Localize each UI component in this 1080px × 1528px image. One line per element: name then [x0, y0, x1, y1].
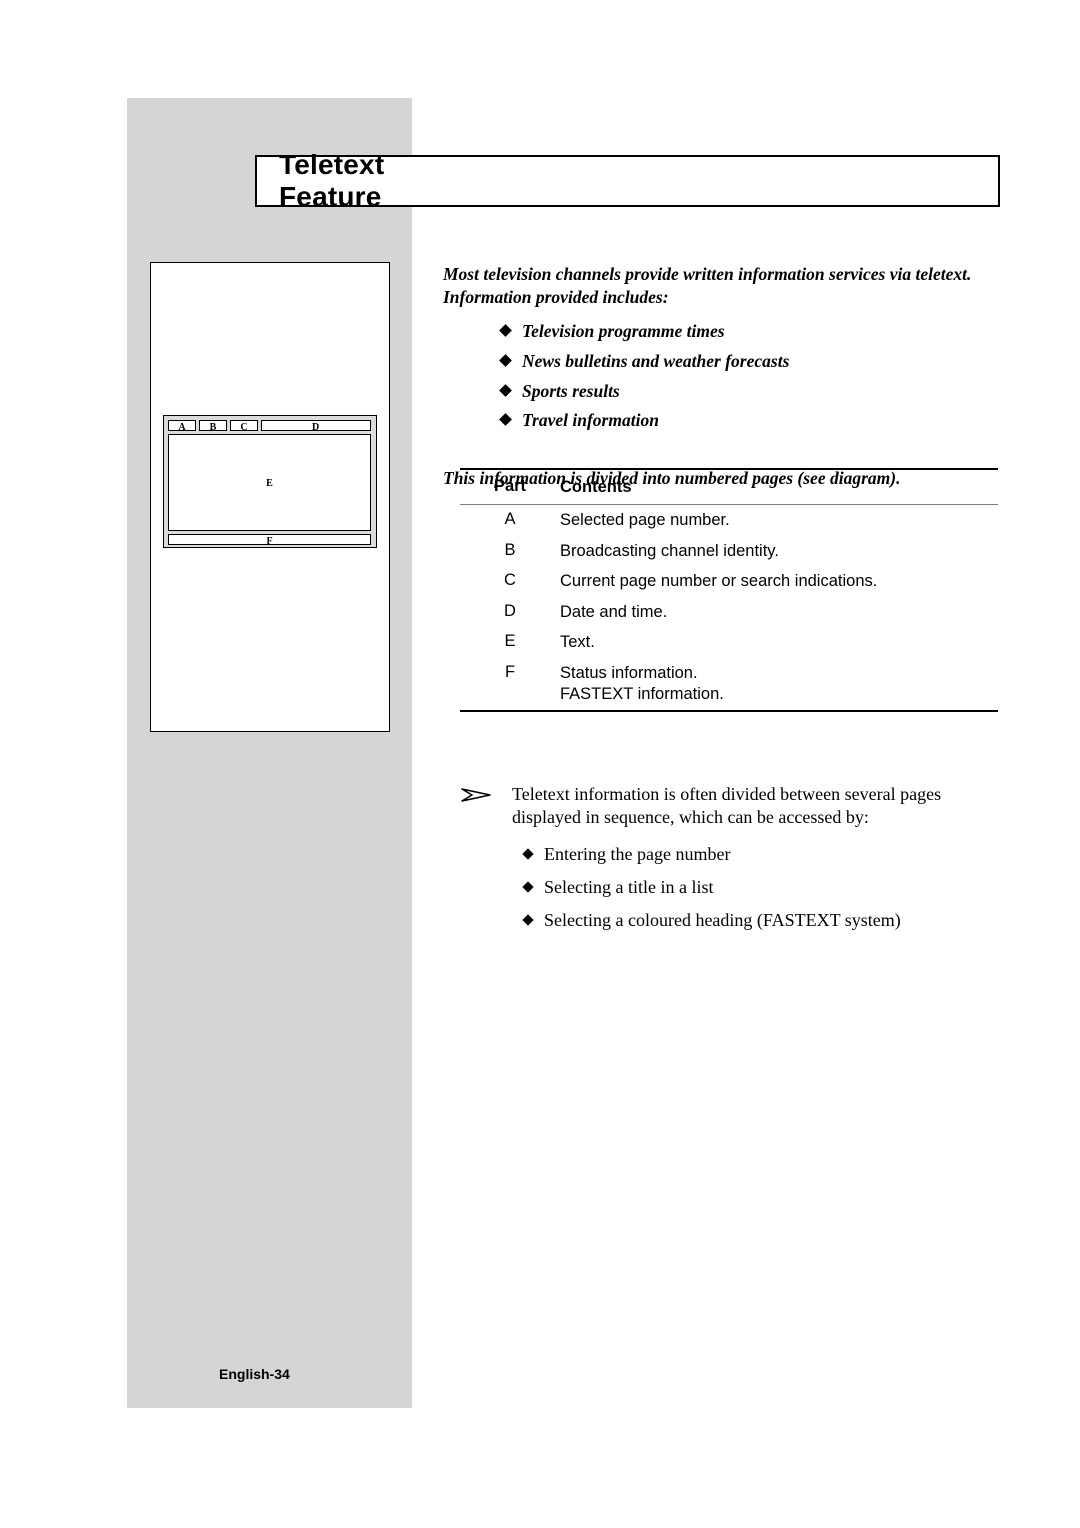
- table-header-contents: Contents: [560, 477, 998, 498]
- note-text: Teletext information is often divided be…: [512, 783, 998, 830]
- note-list: Entering the page number Selecting a tit…: [524, 838, 998, 938]
- page: Teletext Feature A B C D E F Most televi…: [0, 0, 1080, 1528]
- table-cell-part: A: [460, 510, 560, 529]
- table-cell-part: F: [460, 663, 560, 682]
- info-item: Television programme times: [501, 317, 998, 347]
- diagram-region-a: A: [168, 420, 196, 431]
- table-cell-contents: Broadcasting channel identity.: [560, 541, 998, 562]
- info-item-text: News bulletins and weather forecasts: [522, 351, 789, 371]
- bullet-diamond-icon: [522, 881, 533, 892]
- note-item-text: Selecting a title in a list: [544, 877, 713, 897]
- table-row: D Date and time.: [460, 597, 998, 627]
- table-row: E Text.: [460, 627, 998, 657]
- info-item-text: Travel information: [522, 410, 659, 430]
- page-footer: English-34: [219, 1366, 290, 1382]
- note-item-text: Selecting a coloured heading (FASTEXT sy…: [544, 910, 901, 930]
- note-item: Selecting a coloured heading (FASTEXT sy…: [524, 904, 998, 937]
- table-rule: [460, 710, 998, 712]
- table-header-part: Part: [460, 477, 560, 496]
- intro-text: Most television channels provide written…: [443, 263, 998, 309]
- diagram-region-d: D: [261, 420, 371, 431]
- info-item-text: Sports results: [522, 381, 620, 401]
- info-item: Travel information: [501, 406, 998, 436]
- page-title: Teletext Feature: [279, 149, 480, 213]
- info-list: Television programme times News bulletin…: [501, 317, 998, 436]
- bullet-diamond-icon: [522, 915, 533, 926]
- title-box-inner: Teletext Feature: [255, 155, 480, 207]
- table-cell-contents: Date and time.: [560, 602, 998, 623]
- diagram-region-e: E: [168, 434, 371, 531]
- note-block: Teletext information is often divided be…: [460, 783, 998, 938]
- table-header-row: Part Contents: [460, 470, 998, 504]
- table-row: C Current page number or search indicati…: [460, 566, 998, 596]
- bullet-diamond-icon: [499, 354, 512, 367]
- table-cell-contents: Status information. FASTEXT information.: [560, 663, 998, 706]
- note-item: Selecting a title in a list: [524, 871, 998, 904]
- note-arrow-icon: [460, 783, 506, 938]
- diagram-region-b: B: [199, 420, 227, 431]
- info-item: Sports results: [501, 377, 998, 407]
- table-row: B Broadcasting channel identity.: [460, 536, 998, 566]
- table-cell-part: D: [460, 602, 560, 621]
- diagram-region-f: F: [168, 534, 371, 545]
- table-cell-part: E: [460, 632, 560, 651]
- table-cell-contents: Current page number or search indication…: [560, 571, 998, 592]
- table-cell-contents: Text.: [560, 632, 998, 653]
- diagram-region-c: C: [230, 420, 258, 431]
- bullet-diamond-icon: [499, 384, 512, 397]
- bullet-diamond-icon: [522, 848, 533, 859]
- table-cell-contents: Selected page number.: [560, 510, 998, 531]
- bullet-diamond-icon: [499, 324, 512, 337]
- table-row: A Selected page number.: [460, 505, 998, 535]
- note-body: Teletext information is often divided be…: [506, 783, 998, 938]
- info-item-text: Television programme times: [522, 321, 725, 341]
- parts-table: Part Contents A Selected page number. B …: [460, 468, 998, 712]
- table-row: F Status information. FASTEXT informatio…: [460, 658, 998, 710]
- note-item-text: Entering the page number: [544, 844, 730, 864]
- table-cell-part: B: [460, 541, 560, 560]
- bullet-diamond-icon: [499, 414, 512, 427]
- content-column: Most television channels provide written…: [443, 263, 998, 489]
- note-item: Entering the page number: [524, 838, 998, 871]
- info-item: News bulletins and weather forecasts: [501, 347, 998, 377]
- table-cell-part: C: [460, 571, 560, 590]
